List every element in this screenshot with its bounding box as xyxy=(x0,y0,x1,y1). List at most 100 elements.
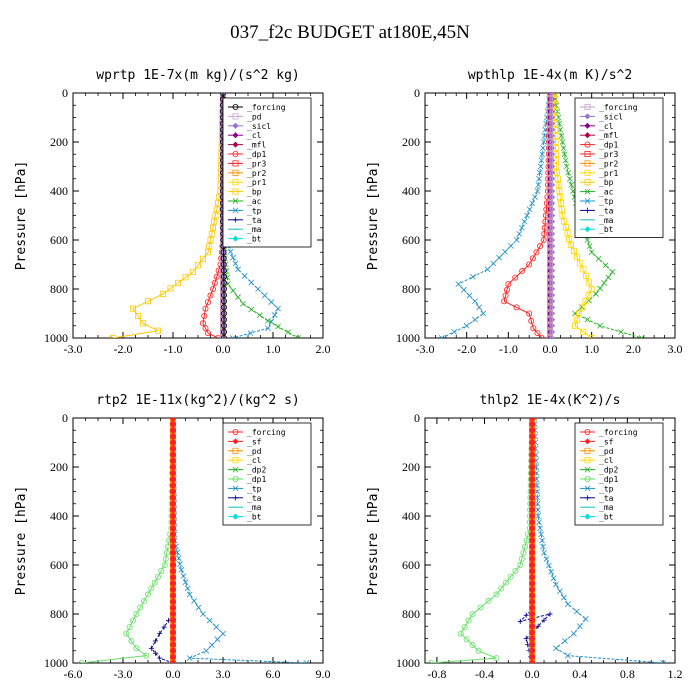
data-point xyxy=(186,591,193,598)
legend-label: _pd xyxy=(247,112,262,121)
data-point xyxy=(189,268,196,275)
y-tick-label: 600 xyxy=(50,558,68,572)
data-point xyxy=(529,451,536,458)
data-point xyxy=(570,248,577,255)
x-tick-label: -0.8 xyxy=(427,667,446,681)
x-tick-label: -0.4 xyxy=(475,667,494,681)
data-point xyxy=(170,418,176,421)
data-point xyxy=(529,482,536,489)
data-point xyxy=(576,623,583,630)
y-tick-label: 1000 xyxy=(396,656,420,670)
data-point xyxy=(584,513,591,520)
data-point xyxy=(493,655,500,662)
data-point xyxy=(539,151,546,158)
data-point xyxy=(174,279,181,286)
data-point xyxy=(529,580,536,587)
x-tick-label: 0.8 xyxy=(620,667,635,681)
legend-label: _sicl xyxy=(599,112,623,121)
data-point xyxy=(529,445,536,452)
legend-label: _mfl xyxy=(599,131,618,140)
legend-label: _mfl xyxy=(247,141,266,150)
data-point xyxy=(505,281,512,288)
y-tick-label: 400 xyxy=(402,509,420,523)
data-point xyxy=(220,285,227,292)
data-point xyxy=(220,316,227,323)
data-point xyxy=(169,598,176,605)
data-point xyxy=(580,328,587,335)
data-point xyxy=(547,114,554,121)
data-point xyxy=(204,299,211,306)
data-point xyxy=(232,513,239,520)
data-point xyxy=(547,200,554,207)
legend-label: _sf xyxy=(599,437,614,446)
data-point xyxy=(167,285,174,292)
data-point xyxy=(529,611,536,618)
legend-label: _dp1 xyxy=(599,475,618,484)
data-point xyxy=(232,122,239,129)
data-point xyxy=(170,660,176,663)
chart-panel-3: rtp2 1E-11x(kg^2)/(kg^2 s) Pressure [hPa]… xyxy=(14,393,331,681)
data-point xyxy=(476,304,483,311)
data-point xyxy=(169,580,176,587)
series-group xyxy=(427,418,666,663)
data-point xyxy=(529,476,536,483)
data-point xyxy=(529,433,536,440)
x-tick-label: -2.0 xyxy=(457,342,476,356)
data-point xyxy=(162,555,169,562)
data-point xyxy=(529,255,536,262)
data-point xyxy=(564,652,571,659)
data-point xyxy=(584,113,591,120)
data-point xyxy=(169,537,176,544)
data-point xyxy=(547,93,554,97)
data-point xyxy=(220,310,227,317)
data-point xyxy=(547,212,554,219)
data-point xyxy=(529,494,536,501)
legend-label: _forcing xyxy=(247,103,286,112)
legend-label: _tp xyxy=(247,206,262,215)
data-point xyxy=(539,537,545,544)
x-tick-label: 3.0 xyxy=(216,667,231,681)
legend-label: _pr1 xyxy=(599,169,618,178)
data-point xyxy=(221,335,227,338)
data-point xyxy=(537,163,544,170)
data-point xyxy=(427,660,434,663)
data-point xyxy=(220,249,227,256)
data-point xyxy=(547,304,554,311)
data-point xyxy=(567,241,574,248)
data-point xyxy=(248,279,255,286)
data-point xyxy=(220,328,227,335)
data-point xyxy=(547,236,554,243)
data-point xyxy=(457,630,464,637)
data-point xyxy=(161,562,168,569)
data-point xyxy=(230,335,236,338)
data-point xyxy=(584,237,591,243)
data-point xyxy=(541,230,548,237)
data-point xyxy=(529,488,536,495)
data-point xyxy=(547,334,554,338)
data-point xyxy=(554,175,561,182)
data-point xyxy=(490,260,497,267)
data-point xyxy=(584,104,591,111)
y-tick-label: 1000 xyxy=(396,331,420,345)
data-point xyxy=(585,292,592,299)
data-point xyxy=(144,298,151,305)
legend-label: _sf xyxy=(247,437,262,446)
data-point xyxy=(560,145,567,152)
data-point xyxy=(609,268,616,275)
data-point xyxy=(169,611,176,618)
data-point xyxy=(485,597,492,604)
data-point xyxy=(126,624,133,631)
data-point xyxy=(129,617,136,624)
data-point xyxy=(588,334,595,338)
legend-label: _ma xyxy=(599,216,614,225)
legend-label: _bt xyxy=(247,235,262,244)
data-point xyxy=(529,513,536,520)
data-point xyxy=(507,573,514,580)
data-point xyxy=(547,249,554,256)
data-point xyxy=(255,286,261,292)
data-point xyxy=(220,261,227,268)
data-point xyxy=(564,230,571,237)
data-point xyxy=(148,585,155,592)
chart-panel-2: wpthlp 1E-4x(m K)/s^2 Pressure [hPa] -3.0 -… xyxy=(366,68,683,356)
data-point xyxy=(548,568,555,575)
